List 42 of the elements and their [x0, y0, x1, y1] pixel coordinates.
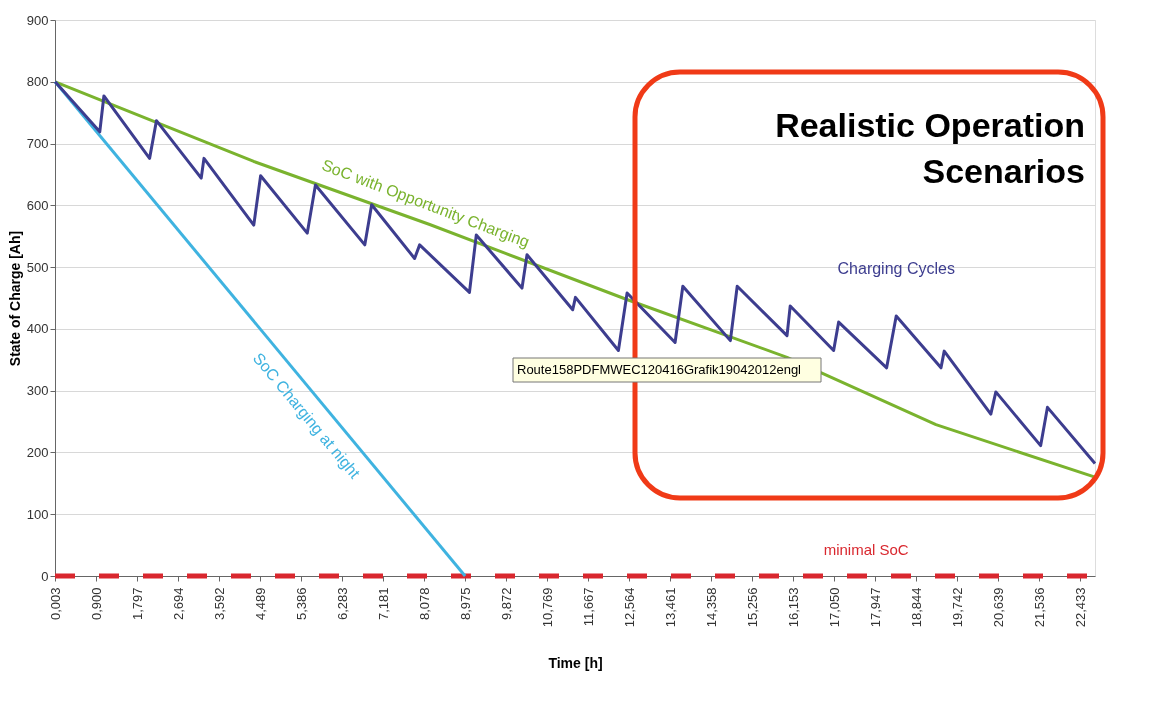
- x-tick-label: 22,433: [1072, 587, 1088, 628]
- annotation: Realistic Operation Scenarios: [775, 106, 1085, 190]
- x-tick-label: 11,667: [580, 587, 596, 627]
- annotation: Route158PDFMWEC120416Grafik19042012engl: [517, 362, 802, 377]
- y-tick-label: 200: [26, 444, 49, 460]
- x-tick-label: 14,358: [703, 587, 719, 628]
- x-tick-label: 4,489: [252, 587, 268, 621]
- x-tick-label: 18,844: [908, 587, 924, 628]
- x-tick-label: 10,769: [539, 587, 555, 628]
- x-tick-label: 0,003: [47, 587, 63, 621]
- x-tick-label: 3,592: [211, 587, 227, 621]
- x-tick-label: 9,872: [498, 587, 514, 621]
- y-tick-label: 900: [26, 12, 49, 28]
- y-tick-label: 100: [26, 506, 49, 522]
- y-tick-label: 700: [26, 136, 49, 152]
- x-tick-label: 19,742: [949, 587, 965, 628]
- ref-line-label: minimal SoC: [823, 541, 909, 558]
- y-tick-label: 0: [41, 568, 49, 584]
- x-tick-label: 1,797: [129, 587, 145, 621]
- y-tick-label: 800: [26, 74, 49, 90]
- x-tick-label: 16,153: [785, 587, 801, 628]
- y-tick-label: 500: [26, 259, 49, 275]
- x-tick-label: 15,256: [744, 587, 760, 628]
- x-tick-label: 6,283: [334, 587, 350, 621]
- y-axis-title: State of Charge [Ah]: [6, 230, 23, 367]
- y-tick-label: 600: [26, 197, 49, 213]
- x-tick-label: 0,900: [88, 587, 104, 621]
- x-tick-label: 13,461: [662, 587, 678, 628]
- x-tick-label: 2,694: [170, 587, 186, 621]
- x-tick-label: 21,536: [1031, 587, 1047, 628]
- y-tick-label: 400: [26, 321, 49, 337]
- y-tick-label: 300: [26, 383, 49, 399]
- text: Charging Cycles: [837, 259, 955, 277]
- x-tick-label: 12,564: [621, 587, 637, 628]
- x-tick-label: 20,639: [990, 587, 1006, 628]
- x-tick-label: 7,181: [375, 587, 391, 621]
- x-tick-label: 17,050: [826, 587, 842, 628]
- x-tick-label: 5,386: [293, 587, 309, 621]
- x-axis-title: Time [h]: [548, 655, 603, 672]
- x-tick-label: 8,078: [416, 587, 432, 621]
- x-tick-label: 17,947: [867, 587, 883, 628]
- x-tick-label: 8,975: [457, 587, 473, 621]
